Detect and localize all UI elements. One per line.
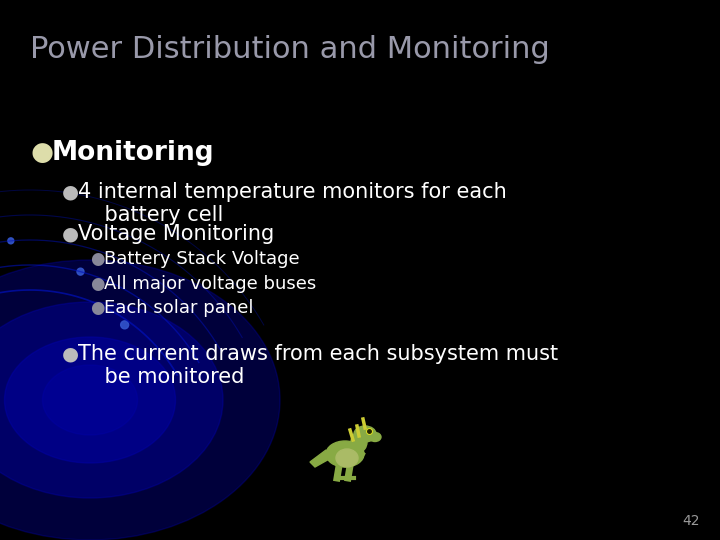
Ellipse shape <box>354 426 376 442</box>
Text: Voltage Monitoring: Voltage Monitoring <box>78 224 274 244</box>
Ellipse shape <box>0 260 280 540</box>
Text: All major voltage buses: All major voltage buses <box>104 275 316 293</box>
Text: ●: ● <box>62 344 79 363</box>
Ellipse shape <box>42 365 138 435</box>
Ellipse shape <box>336 449 358 467</box>
Text: ●: ● <box>30 140 53 166</box>
Ellipse shape <box>326 441 364 467</box>
Text: 42: 42 <box>683 514 700 528</box>
Text: ●: ● <box>62 224 79 243</box>
Ellipse shape <box>0 302 223 498</box>
Text: ●: ● <box>90 250 104 268</box>
Ellipse shape <box>4 337 176 463</box>
Text: The current draws from each subsystem must: The current draws from each subsystem mu… <box>78 344 558 364</box>
Text: ●: ● <box>90 299 104 317</box>
Text: ●: ● <box>90 275 104 293</box>
Circle shape <box>121 321 129 329</box>
Text: be monitored: be monitored <box>78 367 244 387</box>
Polygon shape <box>310 450 331 467</box>
Text: ●: ● <box>62 182 79 201</box>
Text: battery cell: battery cell <box>78 205 223 225</box>
Text: Monitoring: Monitoring <box>52 140 215 166</box>
Text: Each solar panel: Each solar panel <box>104 299 253 317</box>
Circle shape <box>8 238 14 244</box>
Text: Power Distribution and Monitoring: Power Distribution and Monitoring <box>30 35 550 64</box>
Text: 4 internal temperature monitors for each: 4 internal temperature monitors for each <box>78 182 507 202</box>
Ellipse shape <box>369 433 381 442</box>
Ellipse shape <box>351 432 367 452</box>
Text: Battery Stack Voltage: Battery Stack Voltage <box>104 250 300 268</box>
Circle shape <box>77 268 84 275</box>
